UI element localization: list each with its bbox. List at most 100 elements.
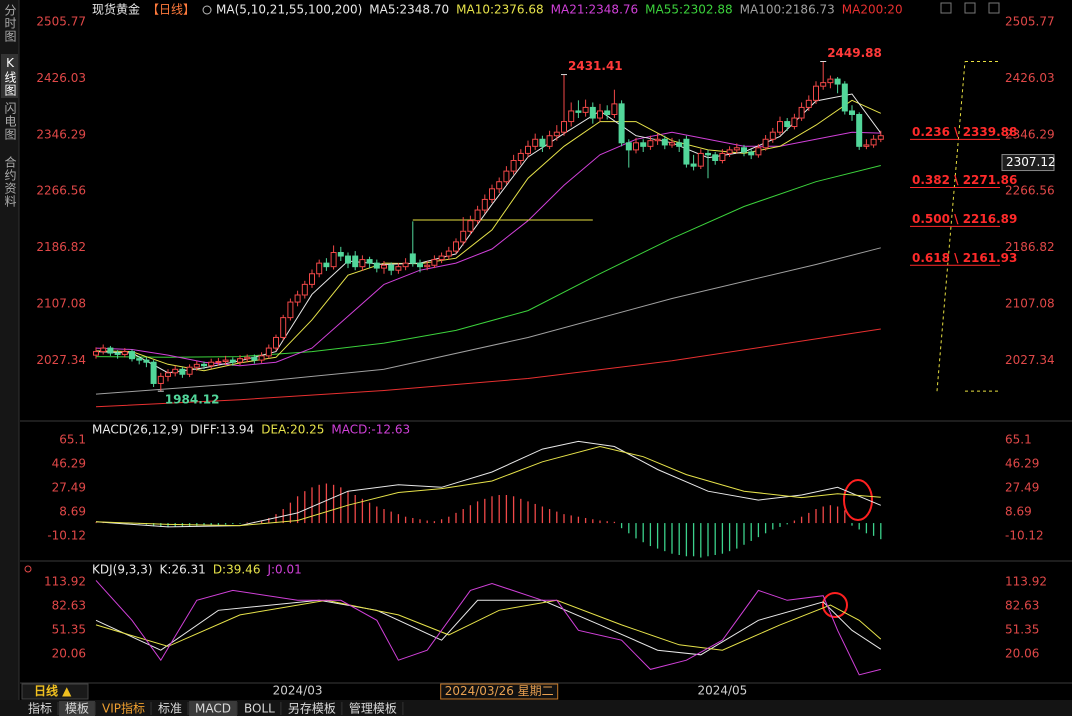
candle-body — [186, 366, 193, 375]
candle-body — [237, 358, 243, 363]
candle-body — [582, 106, 589, 113]
candle-body — [121, 351, 128, 355]
candle-body — [777, 121, 783, 133]
candle-body — [157, 375, 164, 384]
candle-body — [604, 110, 611, 115]
candle-body — [654, 138, 661, 142]
legend-entry: MACD:-12.63 — [331, 423, 410, 437]
x-cursor-box — [440, 683, 559, 700]
series-line — [95, 580, 881, 676]
toolbar-tab-bg[interactable] — [342, 701, 403, 716]
toolbar-tab-bg[interactable] — [281, 701, 342, 716]
y-tick-label: 2266.56 — [1005, 184, 1055, 198]
icon[interactable] — [940, 2, 952, 14]
toolbar-tab-bg[interactable] — [96, 701, 152, 716]
y-tick-label: 2186.82 — [1005, 240, 1055, 254]
toolbar-tab-bg[interactable] — [189, 701, 238, 716]
candle-body — [229, 359, 236, 363]
candle-body — [165, 372, 171, 377]
panel-title: MACD(26,12,9) — [92, 423, 183, 437]
candle-body — [93, 351, 99, 356]
toolbar-tab-bg[interactable] — [59, 701, 96, 716]
fib-label: 0.382 \ 2271.86 — [912, 173, 1017, 187]
candle-body — [517, 152, 524, 161]
candle-body — [532, 138, 539, 147]
legend-entry: MA200:20 — [842, 3, 903, 17]
toolbar-tab[interactable]: MACD — [195, 702, 231, 716]
candle-body — [467, 220, 474, 232]
candle-body — [690, 163, 697, 167]
toolbar-tab-bg[interactable] — [238, 701, 281, 716]
toolbar-tab[interactable]: VIP指标 — [102, 701, 145, 716]
candle-body — [201, 363, 207, 367]
candle-body — [741, 147, 747, 153]
candle-body — [114, 352, 121, 355]
y-tick-label: 20.06 — [52, 647, 86, 661]
toolbar-tab[interactable]: 管理模板 — [349, 701, 397, 716]
y-tick-label: 2505.77 — [36, 14, 86, 28]
sidebar-tab[interactable]: 合约资料 — [3, 155, 17, 208]
icon[interactable] — [964, 2, 976, 14]
sidebar-tab-active — [1, 54, 18, 98]
sidebar-tab[interactable]: 闪电图 — [3, 102, 17, 141]
y-tick-label: 27.49 — [52, 480, 86, 494]
candle-body — [316, 262, 323, 275]
candle-body — [856, 113, 863, 147]
icon[interactable] — [988, 2, 1000, 14]
candle-body — [280, 317, 287, 338]
kdj-icon — [24, 565, 32, 573]
candle-body — [575, 110, 582, 113]
period: 【日线】 — [147, 3, 195, 17]
fib-label: 0.618 \ 2161.93 — [912, 251, 1017, 265]
candle-body — [409, 253, 416, 264]
period-button-box[interactable] — [21, 683, 89, 700]
period-button[interactable]: 日线 ▲ — [34, 683, 72, 698]
candle-body — [496, 181, 503, 190]
highlight-circle — [843, 479, 873, 521]
y-tick-label: 2426.03 — [1005, 71, 1055, 85]
toolbar-tab[interactable]: 另存模板 — [288, 702, 336, 716]
candle-body — [827, 78, 834, 84]
candle-body — [791, 117, 798, 128]
candle-body — [294, 294, 301, 303]
sidebar-tab[interactable]: 分时图 — [3, 4, 17, 43]
candle-body — [395, 266, 402, 271]
icon[interactable] — [202, 5, 212, 15]
candle-body — [597, 110, 603, 119]
toolbar-tab-bg[interactable] — [22, 701, 59, 716]
fib-line — [936, 61, 966, 392]
candle-body — [208, 361, 215, 367]
candle-body — [273, 336, 279, 349]
toolbar-tab[interactable]: 模板 — [65, 702, 89, 716]
candle-body — [179, 368, 186, 375]
candle-body — [647, 140, 654, 147]
candle-body — [697, 152, 704, 167]
candle-body — [323, 262, 330, 268]
candle-body — [539, 138, 546, 147]
legend-entry: D:39.46 — [213, 563, 261, 577]
y-tick-label: 113.92 — [44, 574, 86, 588]
candle-body — [460, 230, 467, 243]
toolbar-tab[interactable]: 标准 — [158, 702, 182, 716]
y-tick-label: 65.1 — [1005, 432, 1032, 446]
candle-body — [417, 262, 423, 268]
sidebar — [0, 0, 19, 700]
candle-body — [669, 142, 675, 146]
legend-entry: MA10:2376.68 — [456, 3, 544, 17]
y-tick-label: 2426.03 — [36, 71, 86, 85]
candle-body — [719, 152, 726, 161]
panel-title: 现货黄金 — [92, 2, 140, 17]
candle-body — [561, 121, 567, 133]
series-line — [95, 93, 882, 374]
candle-body — [877, 135, 884, 140]
sidebar-tab[interactable]: K线图 — [3, 56, 17, 97]
y-tick-label: 8.69 — [1005, 504, 1032, 518]
y-tick-label: 65.1 — [59, 432, 86, 446]
toolbar-tab-bg[interactable] — [152, 701, 189, 716]
toolbar-tab[interactable]: 指标 — [28, 701, 52, 716]
legend-entry: J:0.01 — [266, 563, 301, 577]
toolbar-tab[interactable]: BOLL — [244, 702, 275, 716]
y-tick-label: 82.63 — [52, 599, 86, 613]
y-tick-label: 2107.08 — [36, 297, 86, 311]
series-line — [95, 247, 881, 395]
